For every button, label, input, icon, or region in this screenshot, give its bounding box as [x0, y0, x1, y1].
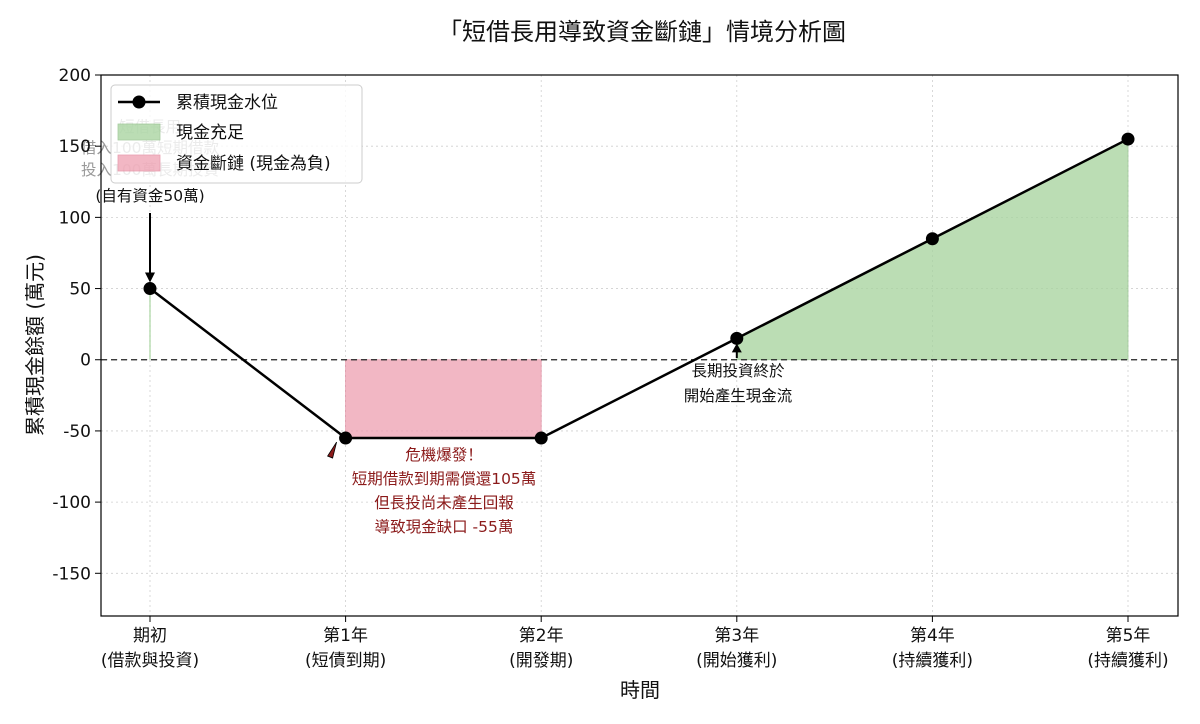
- crisis-annotation-line: 短期借款到期需償還105萬: [352, 470, 537, 488]
- crisis-annotation-line: 危機爆發！: [405, 445, 483, 464]
- crisis-arrow-head: [327, 441, 337, 459]
- start-annotation-line: (自有資金50萬): [95, 187, 204, 205]
- y-tick-label: 100: [59, 208, 91, 228]
- x-tick-label: 第3年: [714, 626, 759, 646]
- payoff-annotation-line: 長期投資終於: [691, 362, 785, 380]
- data-point: [143, 282, 157, 296]
- y-tick-label: 200: [59, 66, 91, 86]
- x-axis: 期初 (借款與投資) 第1年 (短債到期) 第2年 (開發期) 第3年 (開始獲利) 第4年 (持…: [101, 616, 1169, 671]
- legend-box: [110, 84, 363, 184]
- series-layer: [143, 132, 1135, 445]
- start-arrow-head: [145, 272, 155, 283]
- legend-swatch-negative: [117, 154, 161, 172]
- legend-swatch-positive: [117, 123, 161, 141]
- y-tick-label: 50: [69, 280, 91, 300]
- y-tick-label: 150: [59, 137, 91, 157]
- x-tick-label: 第1年: [323, 626, 368, 646]
- x-tick-sublabel: (借款與投資): [101, 651, 199, 671]
- legend-label-negative: 資金斷鏈 (現金為負): [176, 154, 331, 174]
- crisis-annotation-line: 但長投尚未產生回報: [374, 494, 514, 512]
- data-point: [730, 331, 744, 345]
- data-point: [925, 232, 939, 246]
- x-tick-label: 第4年: [910, 626, 955, 646]
- x-tick-sublabel: (開發期): [509, 651, 573, 671]
- x-tick-sublabel: (持續獲利): [892, 651, 973, 671]
- x-tick-label: 期初: [133, 626, 167, 646]
- x-tick-label: 第5年: [1106, 626, 1151, 646]
- plot-frame: [100, 74, 1179, 617]
- y-tick-label: -100: [52, 493, 91, 513]
- y-axis: -150 -100 -50 0 50 100 150 200: [52, 66, 101, 584]
- series-line: [149, 137, 1129, 440]
- chart-title: 「短借長用導致資金斷鏈」情境分析圖: [438, 18, 846, 46]
- data-point: [1121, 132, 1135, 146]
- legend-label-positive: 現金充足: [176, 123, 244, 143]
- area-fills: [149, 138, 1129, 439]
- data-point: [534, 431, 548, 445]
- y-tick-label: -150: [52, 564, 91, 584]
- x-tick-sublabel: (開始獲利): [696, 651, 777, 671]
- x-tick-label: 第2年: [519, 626, 564, 646]
- data-point: [339, 431, 353, 445]
- y-axis-label: 累積現金餘額 (萬元): [23, 254, 47, 436]
- y-tick-label: -50: [63, 422, 91, 442]
- payoff-annotation-line: 開始產生現金流: [684, 387, 793, 405]
- x-tick-sublabel: (短債到期): [305, 651, 386, 671]
- payoff-arrow-head: [731, 343, 742, 353]
- legend-label-series: 累積現金水位: [176, 93, 278, 113]
- crisis-annotation-line: 導致現金缺口 -55萬: [375, 518, 514, 536]
- legend-marker-swatch: [132, 95, 146, 109]
- fill-positive-area: [736, 138, 1129, 361]
- fill-negative-area: [345, 359, 542, 439]
- x-tick-sublabel: (持續獲利): [1087, 651, 1168, 671]
- y-tick-label: 0: [80, 351, 91, 371]
- x-axis-label: 時間: [620, 678, 660, 702]
